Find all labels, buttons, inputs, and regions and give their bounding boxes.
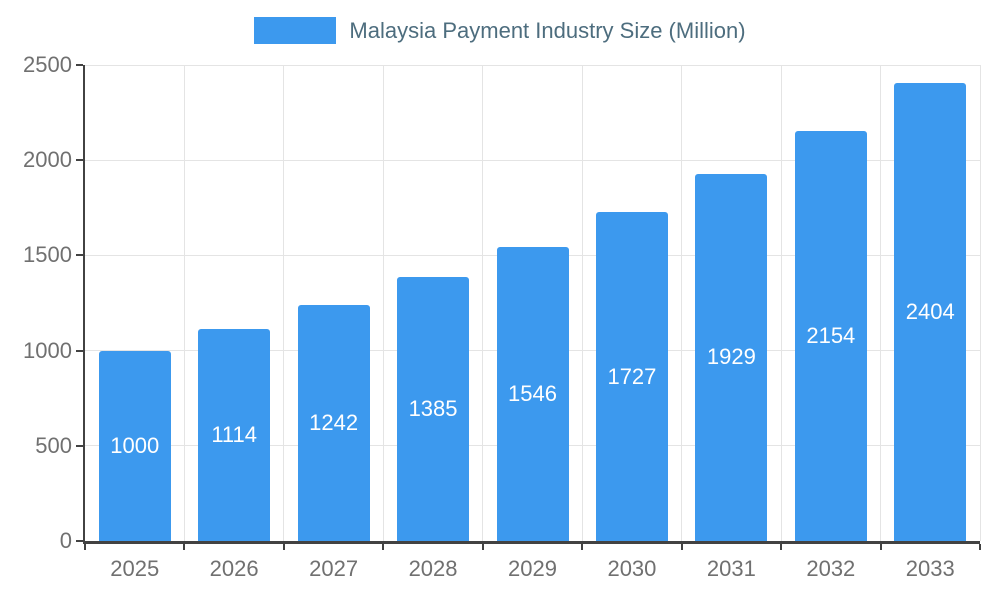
bar-value-label: 1385 (408, 396, 458, 422)
bar: 2154 (794, 130, 867, 541)
x-axis-tick (979, 544, 981, 550)
x-axis-tick-label: 2025 (110, 556, 160, 581)
x-axis-tick (183, 544, 186, 550)
bar-value-label: 1727 (607, 363, 657, 389)
horizontal-gridline (85, 159, 980, 161)
bar-value-label: 1242 (309, 409, 359, 435)
x-axis-tick (680, 544, 683, 550)
vertical-gridline (979, 65, 981, 541)
x-axis-tick (581, 544, 584, 550)
x-axis-tick (780, 544, 783, 550)
bar-value-label: 1114 (211, 421, 257, 447)
x-axis-tick (84, 544, 86, 550)
x-axis-tick-label: 2028 (408, 556, 458, 581)
y-axis-tick (76, 444, 83, 447)
bar: 1242 (297, 304, 370, 541)
bar: 1000 (98, 350, 171, 541)
y-axis-tick-label: 1000 (23, 337, 72, 363)
bar: 1385 (397, 277, 470, 541)
y-axis-tick-label: 1500 (23, 242, 72, 268)
bar-value-label: 1546 (508, 380, 557, 406)
chart-legend[interactable]: Malaysia Payment Industry Size (Million) (0, 17, 1000, 44)
x-axis-tick-label: 2026 (209, 556, 259, 581)
vertical-gridline (581, 65, 583, 541)
bar: 1114 (198, 328, 271, 541)
x-axis-tick-label: 2027 (309, 556, 359, 581)
bar: 1546 (496, 246, 569, 541)
vertical-gridline (880, 65, 882, 541)
x-axis-tick-label: 2033 (905, 556, 955, 581)
chart-title: Malaysia Payment Industry Size (Million) (349, 18, 746, 43)
x-axis-tick-label: 2030 (607, 556, 657, 581)
y-axis-line (83, 65, 85, 544)
y-axis-tick-label: 2500 (23, 52, 72, 77)
x-axis-tick (282, 544, 285, 550)
vertical-gridline (482, 65, 484, 541)
horizontal-gridline (85, 64, 980, 66)
x-axis-tick-label: 2031 (706, 556, 756, 581)
y-axis-tick (76, 540, 83, 542)
y-axis-tick-label: 500 (35, 432, 72, 458)
vertical-gridline (382, 65, 384, 541)
bar: 2404 (894, 83, 967, 541)
vertical-gridline (183, 65, 185, 541)
bar-value-label: 1000 (110, 432, 160, 458)
x-axis-tick (879, 544, 882, 550)
y-axis-tick-label: 0 (59, 528, 72, 553)
y-axis-tick (76, 349, 83, 352)
vertical-gridline (780, 65, 782, 541)
vertical-gridline (681, 65, 683, 541)
y-axis-tick (76, 64, 83, 66)
vertical-gridline (283, 65, 285, 541)
x-axis-tick-label: 2029 (508, 556, 557, 581)
y-axis-tick-label: 2000 (23, 147, 72, 173)
x-axis-line (83, 541, 980, 544)
x-axis-tick (382, 544, 385, 550)
legend-swatch (254, 17, 337, 44)
bar: 1929 (695, 173, 768, 541)
x-axis-tick-label: 2032 (806, 556, 856, 581)
bar-value-label: 2154 (806, 322, 856, 348)
y-axis-tick (76, 254, 83, 257)
bar-value-label: 1929 (706, 344, 756, 370)
bar-value-label: 2404 (905, 299, 955, 325)
x-axis-tick (481, 544, 484, 550)
y-axis-tick (76, 159, 83, 162)
bar: 1727 (595, 212, 668, 541)
